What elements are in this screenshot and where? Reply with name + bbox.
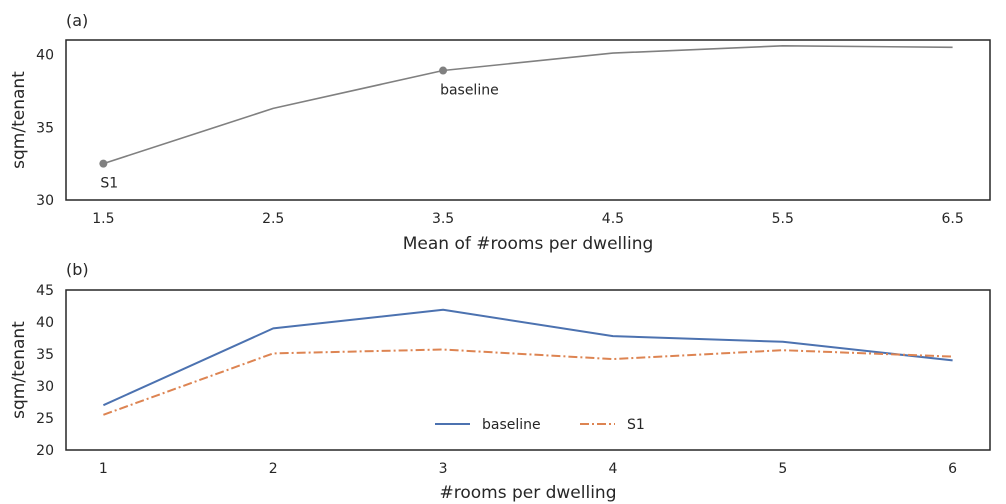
panel-b-y-ticks: 20 25 30 35 40 45 <box>36 283 54 459</box>
y-tick-label: 35 <box>36 347 54 363</box>
panel-a: (a) sqm/tenant Mean of #rooms per dwelli… <box>9 11 991 254</box>
panel-a-y-ticks: 30 35 40 <box>36 48 54 209</box>
marker-annotation: baseline <box>440 83 499 99</box>
x-tick-label: 4.5 <box>602 211 624 227</box>
y-tick-label: 40 <box>36 315 54 331</box>
panel-a-series <box>103 44 953 165</box>
panel-a-label: (a) <box>66 11 88 30</box>
y-tick-label: 45 <box>36 283 54 299</box>
panel-b-ylabel: sqm/tenant <box>9 321 29 419</box>
panel-b-x-ticks: 1 2 3 4 5 6 <box>99 461 957 477</box>
y-tick-label: 25 <box>36 411 54 427</box>
panel-b-series <box>102 308 953 416</box>
panel-b-legend: baseline S1 <box>435 417 645 433</box>
x-tick-label: 5 <box>778 461 787 477</box>
y-tick-label: 20 <box>36 443 54 459</box>
x-tick-label: 3 <box>439 461 448 477</box>
legend-label-baseline: baseline <box>482 417 541 433</box>
panel-b: (b) sqm/tenant #rooms per dwelling 20253… <box>9 260 991 503</box>
panel-a-markers: S1 baseline <box>99 66 499 192</box>
series-line-main <box>103 44 953 165</box>
y-tick-label: 35 <box>36 120 54 136</box>
x-tick-label: 2 <box>269 461 278 477</box>
marker-point <box>439 66 448 75</box>
x-tick-label: 2.5 <box>262 211 284 227</box>
y-tick-label: 30 <box>36 193 54 209</box>
x-tick-label: 3.5 <box>432 211 454 227</box>
y-tick-label: 40 <box>36 48 54 64</box>
panel-a-frame <box>65 39 991 201</box>
marker-annotation: S1 <box>100 176 118 192</box>
panel-a-x-ticks: 1.5 2.5 3.5 4.5 5.5 6.5 <box>92 211 964 227</box>
series-line-baseline <box>102 308 953 407</box>
x-tick-label: 6.5 <box>941 211 963 227</box>
x-tick-label: 4 <box>608 461 617 477</box>
x-tick-label: 1.5 <box>92 211 114 227</box>
panel-b-xlabel: #rooms per dwelling <box>439 483 616 503</box>
x-tick-label: 6 <box>948 461 957 477</box>
series-line-s1 <box>103 348 953 416</box>
panel-a-xlabel: Mean of #rooms per dwelling <box>403 234 654 254</box>
panel-b-frame <box>65 289 991 451</box>
panel-b-label: (b) <box>66 260 89 279</box>
legend-label-s1: S1 <box>627 417 645 433</box>
panel-a-ylabel: sqm/tenant <box>9 71 29 169</box>
marker-point <box>99 159 108 168</box>
x-tick-label: 5.5 <box>772 211 794 227</box>
x-tick-label: 1 <box>99 461 108 477</box>
y-tick-label: 30 <box>36 379 54 395</box>
